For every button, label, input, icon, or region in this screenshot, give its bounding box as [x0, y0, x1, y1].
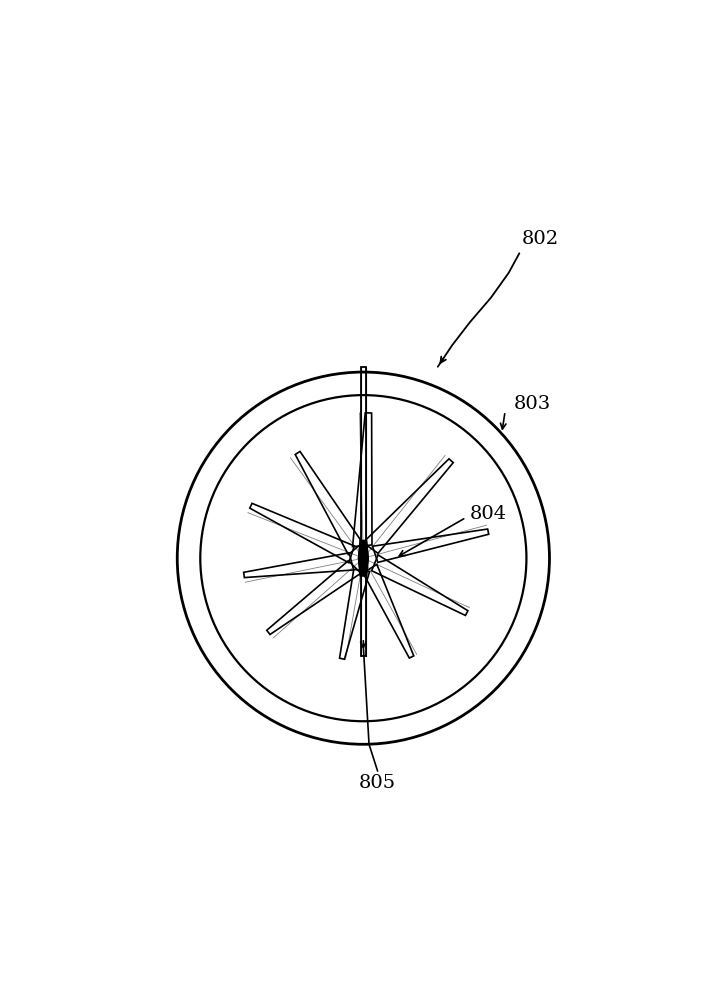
- Text: 803: 803: [514, 395, 552, 413]
- Text: 805: 805: [359, 774, 396, 792]
- Text: 804: 804: [469, 505, 507, 523]
- Polygon shape: [358, 540, 369, 576]
- Text: 802: 802: [522, 230, 559, 248]
